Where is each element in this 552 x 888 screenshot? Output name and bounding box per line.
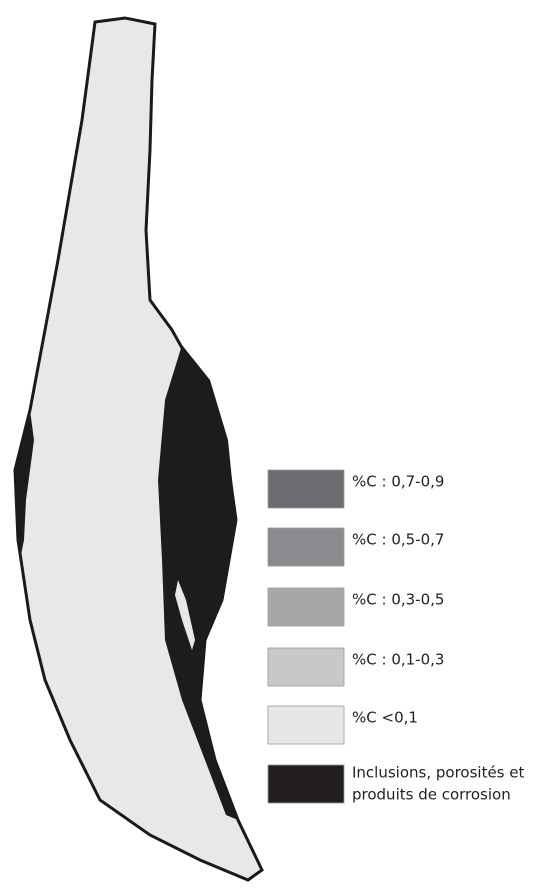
legend-swatch	[267, 764, 345, 804]
legend-label: %C <0,1	[352, 709, 418, 727]
corrosion-zone	[158, 345, 238, 820]
left-corrosion	[15, 410, 34, 560]
legend-label: %C : 0,1-0,3	[352, 651, 444, 669]
legend-swatch	[267, 587, 345, 627]
legend-swatch	[267, 705, 345, 745]
legend-label: %C : 0,3-0,5	[352, 591, 444, 609]
sliver	[175, 580, 195, 650]
legend-label: produits de corrosion	[352, 786, 511, 804]
legend-swatch	[267, 469, 345, 509]
legend-label: %C : 0,7-0,9	[352, 473, 444, 491]
legend-label: %C : 0,5-0,7	[352, 531, 444, 549]
specimen-map	[13, 16, 264, 882]
legend-label: Inclusions, porosités et	[352, 764, 524, 782]
legend: %C : 0,7-0,9 %C : 0,5-0,7 %C : 0,3-0,5 %C :…	[267, 469, 524, 804]
legend-swatch	[267, 527, 345, 567]
legend-swatch	[267, 647, 345, 687]
